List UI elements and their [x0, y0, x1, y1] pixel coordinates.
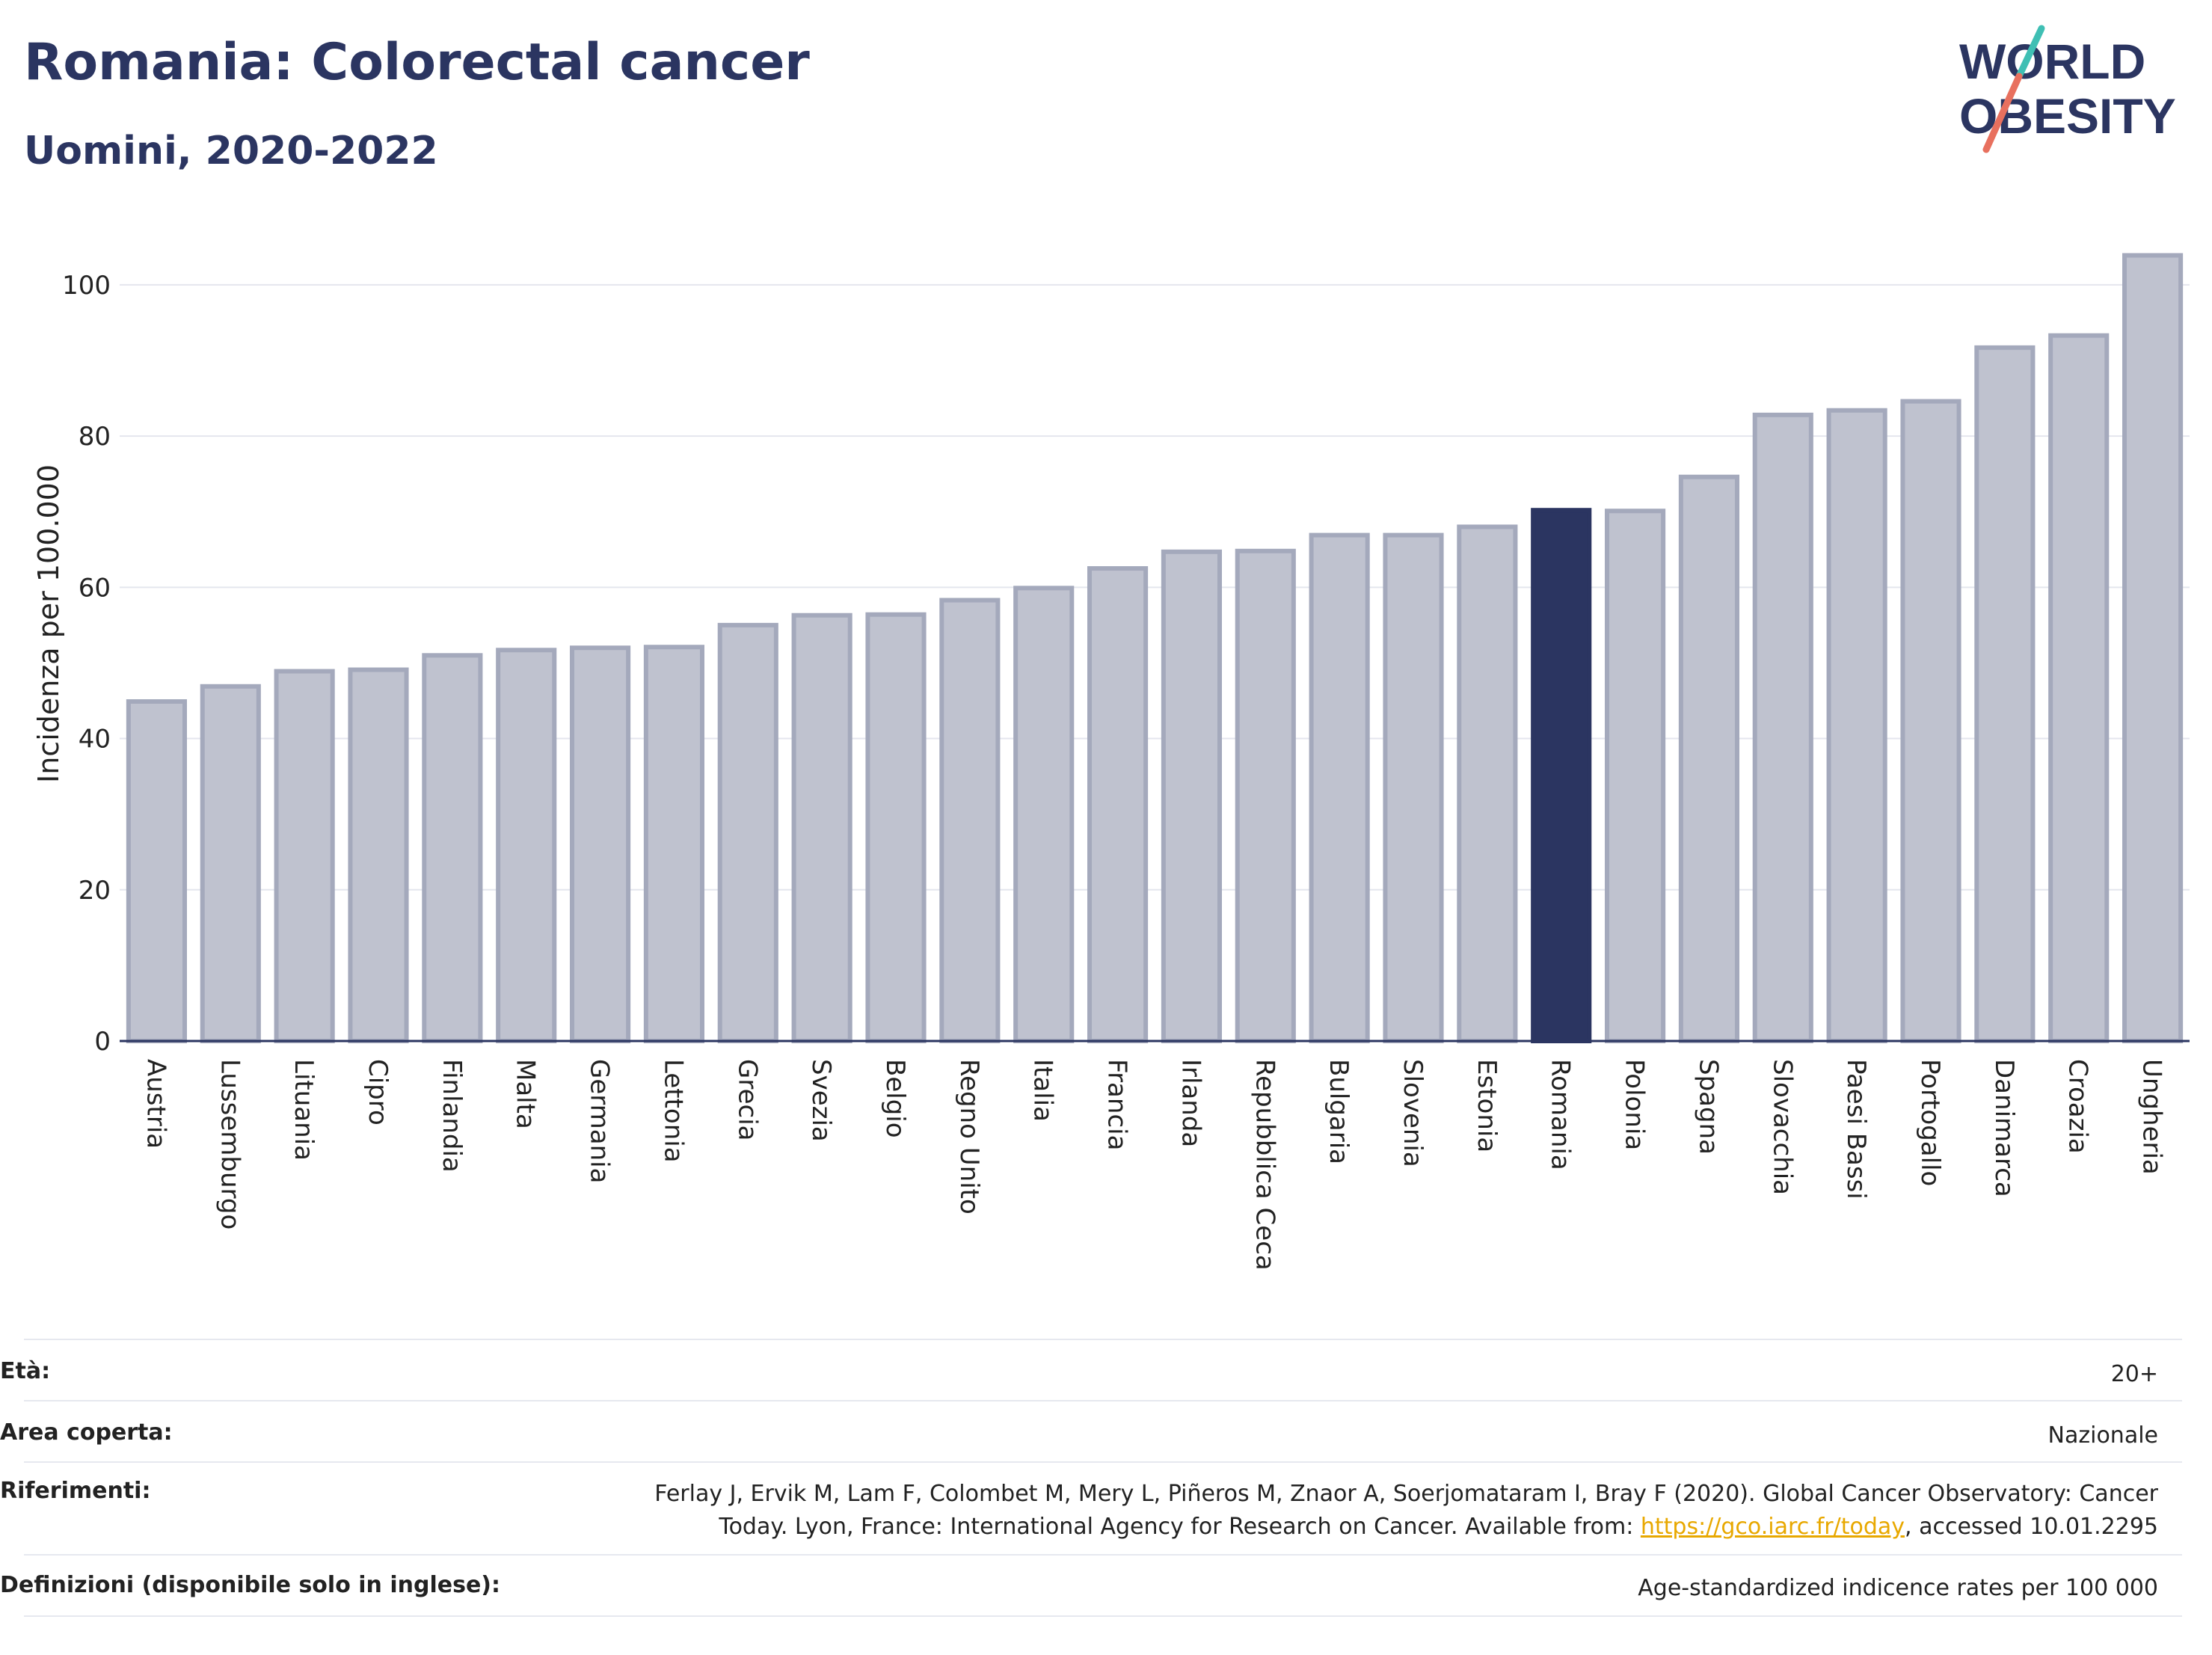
y-tick-label: 40: [79, 725, 111, 755]
bar-ungheria: [2122, 253, 2184, 1043]
bar-spagna: [1678, 474, 1739, 1043]
meta-row-eta: Età: 20+: [0, 1358, 2158, 1391]
separator: [24, 1461, 2182, 1463]
x-tick-label: Spagna: [1693, 1059, 1723, 1155]
separator: [24, 1400, 2182, 1401]
bar-lituania: [274, 669, 335, 1043]
y-tick-label: 0: [94, 1027, 111, 1057]
x-tick-label: Slovacchia: [1767, 1059, 1797, 1195]
references-label: Riferimenti:: [0, 1478, 151, 1504]
chart-subtitle: Uomini, 2020-2022: [24, 129, 438, 174]
x-tick-label: Paesi Bassi: [1841, 1059, 1871, 1200]
x-tick-label: Croazia: [2063, 1059, 2093, 1154]
x-tick-label: Bulgaria: [1324, 1059, 1354, 1164]
bar-regno-unito: [939, 598, 1001, 1043]
area-value: Nazionale: [2047, 1422, 2158, 1449]
logo-word-world: WORLD: [1959, 34, 2145, 89]
x-tick-label: Malta: [511, 1059, 541, 1129]
x-tick-label: Austria: [141, 1059, 170, 1149]
definitions-label: Definizioni (disponibile solo in inglese…: [0, 1572, 500, 1598]
x-tick-label: Portogallo: [1915, 1059, 1945, 1186]
bar-croazia: [2048, 333, 2110, 1043]
x-tick-label: Danimarca: [1989, 1059, 2019, 1197]
references-line-2b: , accessed 10.01.2295: [1905, 1514, 2158, 1540]
logo-slash-coral: [1982, 73, 2023, 153]
meta-row-references: Riferimenti: Ferlay J, Ervik M, Lam F, C…: [0, 1478, 2158, 1544]
x-tick-label: Lituania: [289, 1059, 319, 1161]
references-text: Ferlay J, Ervik M, Lam F, Colombet M, Me…: [654, 1478, 2158, 1544]
x-tick-label: Regno Unito: [954, 1059, 984, 1215]
separator: [24, 1615, 2182, 1617]
bar-svezia: [791, 612, 852, 1043]
eta-label: Età:: [0, 1358, 51, 1384]
x-tick-label: Estonia: [1472, 1059, 1502, 1152]
bars: [126, 253, 2184, 1043]
bar-repubblica-ceca: [1235, 548, 1296, 1043]
bar-italia: [1013, 586, 1075, 1043]
x-tick-label: Germania: [585, 1059, 615, 1183]
definitions-value: Age-standardized indicence rates per 100…: [1638, 1575, 2158, 1601]
logo-slash-teal: [2015, 25, 2045, 80]
separator: [24, 1339, 2182, 1340]
x-tick-label: Italia: [1028, 1059, 1058, 1122]
bar-polonia: [1605, 509, 1666, 1043]
x-tick-label: Irlanda: [1176, 1059, 1205, 1147]
x-tick-label: Romania: [1546, 1059, 1576, 1170]
x-tick-label: Svezia: [806, 1059, 836, 1142]
bar-estonia: [1457, 524, 1518, 1043]
bar-lussemburgo: [200, 684, 261, 1043]
area-label: Area coperta:: [0, 1419, 173, 1446]
bar-germania: [570, 645, 631, 1043]
bar-bulgaria: [1309, 532, 1370, 1043]
x-tick-label: Cipro: [363, 1059, 393, 1126]
y-tick-label: 20: [79, 876, 111, 906]
world-obesity-logo: WORLD OBESITY: [1959, 25, 2176, 153]
y-axis-label: Incidenza per 100.000: [32, 464, 65, 783]
x-tick-label: Polonia: [1620, 1059, 1650, 1150]
bar-francia: [1087, 566, 1149, 1043]
references-line-1: Ferlay J, Ervik M, Lam F, Colombet M, Me…: [654, 1481, 2158, 1507]
x-tick-label: Finlandia: [437, 1059, 467, 1173]
bar-austria: [126, 699, 187, 1043]
bar-chart: 0 20 40 60 80 100 Austria Lussemburgo Lituania C…: [32, 253, 2190, 1271]
separator: [24, 1554, 2182, 1556]
bar-romania: [1531, 508, 1592, 1043]
eta-value: 20+: [2110, 1361, 2158, 1387]
bar-lettonia: [643, 645, 704, 1043]
bar-danimarca: [1974, 345, 2036, 1043]
y-tick-label: 100: [62, 271, 111, 301]
bar-cipro: [348, 667, 409, 1043]
meta-row-area: Area coperta: Nazionale: [0, 1419, 2158, 1452]
references-line-2a: Today. Lyon, France: International Agenc…: [719, 1514, 1641, 1540]
bar-portogallo: [1900, 399, 1961, 1043]
references-link[interactable]: https://gco.iarc.fr/today: [1640, 1514, 1905, 1540]
y-axis-ticks: 0 20 40 60 80 100: [62, 271, 111, 1057]
bar-paesi-bassi: [1826, 408, 1887, 1043]
x-tick-label: Belgio: [880, 1059, 910, 1138]
x-axis-labels: Austria Lussemburgo Lituania Cipro Finlandia…: [141, 1059, 2166, 1271]
x-tick-label: Lettonia: [658, 1059, 688, 1163]
x-tick-label: Grecia: [732, 1059, 762, 1140]
bar-malta: [496, 648, 557, 1043]
y-tick-label: 60: [79, 573, 111, 603]
bar-finlandia: [422, 653, 483, 1043]
chart-title: Romania: Colorectal cancer: [24, 33, 810, 92]
y-tick-label: 80: [79, 422, 111, 452]
bar-irlanda: [1161, 549, 1222, 1043]
bar-belgio: [865, 612, 927, 1043]
meta-row-definitions: Definizioni (disponibile solo in inglese…: [0, 1572, 2158, 1605]
bar-slovacchia: [1752, 412, 1813, 1043]
x-tick-label: Francia: [1102, 1059, 1132, 1150]
bar-grecia: [717, 622, 778, 1043]
bar-slovenia: [1383, 532, 1444, 1043]
x-tick-label: Lussemburgo: [215, 1059, 245, 1229]
x-tick-label: Repubblica Ceca: [1250, 1059, 1279, 1271]
x-tick-label: Ungheria: [2137, 1059, 2167, 1175]
x-tick-label: Slovenia: [1398, 1059, 1428, 1167]
